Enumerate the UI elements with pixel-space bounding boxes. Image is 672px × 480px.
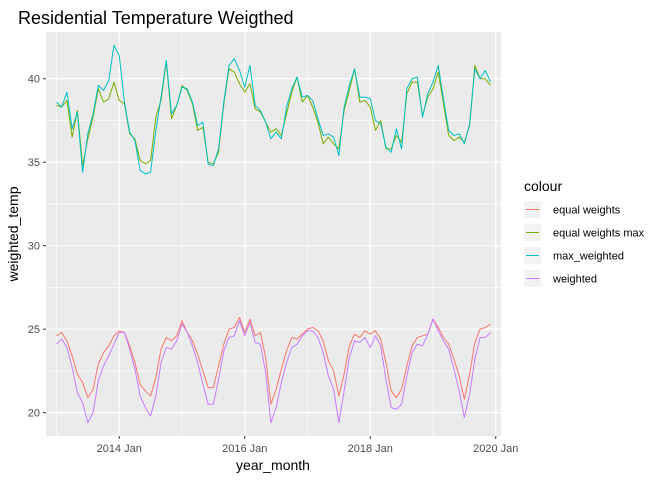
- series-line-max-weighted: [56, 44, 491, 175]
- y-tick-label: 20: [28, 408, 40, 420]
- y-axis-title: weighted_temp: [5, 186, 21, 282]
- x-tick-label: 2020 Jan: [473, 443, 518, 455]
- x-axis: 2014 Jan 2016 Jan 2018 Jan 2020 Jan: [97, 436, 518, 455]
- legend-label: weighted: [552, 274, 597, 286]
- series-lines: [56, 44, 491, 424]
- x-axis-title: year_month: [236, 457, 310, 473]
- series-line-weighted: [56, 318, 491, 424]
- chart-title: Residential Temperature Weigthed: [18, 8, 294, 28]
- legend: colour equal weights equal weights max max…: [524, 178, 645, 287]
- legend-items: equal weights equal weights max max_weight…: [524, 201, 645, 287]
- legend-label: equal weights: [553, 205, 621, 217]
- grid-lines: [46, 32, 501, 436]
- y-tick-label: 40: [28, 74, 40, 86]
- y-tick-label: 30: [28, 241, 40, 253]
- y-tick-label: 35: [28, 157, 40, 169]
- legend-title: colour: [524, 178, 562, 194]
- plot-panel: [46, 32, 501, 436]
- series-line-equal-weights: [56, 316, 491, 405]
- x-tick-label: 2014 Jan: [97, 443, 142, 455]
- x-tick-label: 2016 Jan: [222, 443, 267, 455]
- y-tick-label: 25: [28, 324, 40, 336]
- y-axis: 20 25 30 35 40: [28, 74, 46, 420]
- x-tick-label: 2018 Jan: [348, 443, 393, 455]
- legend-label: max_weighted: [553, 251, 624, 263]
- legend-label: equal weights max: [553, 228, 645, 240]
